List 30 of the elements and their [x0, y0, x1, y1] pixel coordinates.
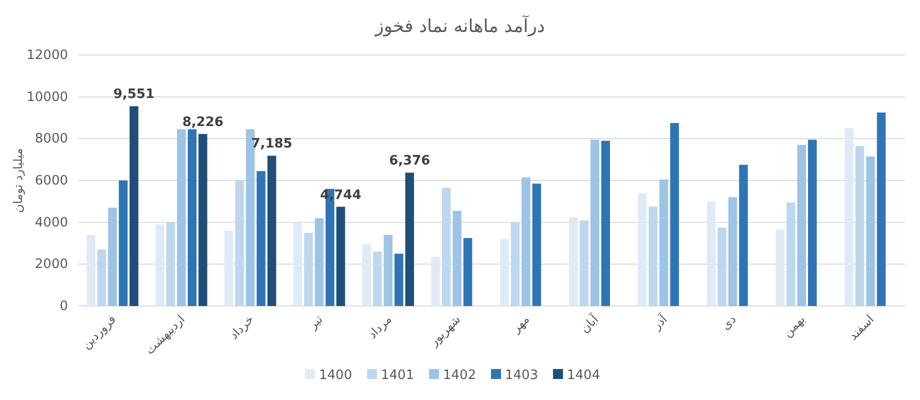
y-tick-label: 10000	[26, 90, 68, 105]
x-tick-label: شهریور	[426, 312, 464, 350]
x-tick-label: مهر	[508, 312, 532, 336]
legend-label: 1400	[319, 368, 352, 383]
x-tick-label: آذر	[648, 311, 670, 334]
x-tick-label: اسفند	[846, 312, 877, 343]
chart-title: درآمد ماهانه نماد فخوز	[374, 15, 545, 37]
x-tick-label: دی	[718, 312, 739, 333]
y-tick-label: 6000	[34, 174, 68, 188]
data-label: 8,226	[182, 114, 224, 130]
legend-label: 1401	[381, 368, 414, 383]
x-tick-label: آبان	[576, 311, 602, 336]
data-label: 7,185	[251, 136, 292, 152]
y-tick-label: 2000	[34, 257, 68, 272]
legend-label: 1402	[443, 368, 476, 383]
y-tick-label: 4000	[34, 215, 68, 230]
data-label: 9,551	[113, 87, 155, 102]
x-tick-label: بهمن	[780, 312, 808, 340]
x-tick-label: اردیبهشت	[142, 312, 188, 358]
x-tick-label: فروردین	[79, 312, 119, 352]
x-tick-label: خرداد	[226, 312, 256, 342]
y-tick-label: 8000	[34, 132, 68, 147]
data-label: 6,376	[389, 154, 430, 169]
x-tick-label: مرداد	[365, 312, 394, 342]
x-tick-label: تیر	[305, 312, 326, 332]
y-tick-label: 12000	[26, 48, 68, 63]
legend-label: 1403	[505, 368, 538, 383]
y-tick-label: 0	[60, 299, 68, 314]
legend-label: 1404	[567, 368, 600, 383]
y-axis-title: میلیارد تومان	[11, 148, 25, 213]
